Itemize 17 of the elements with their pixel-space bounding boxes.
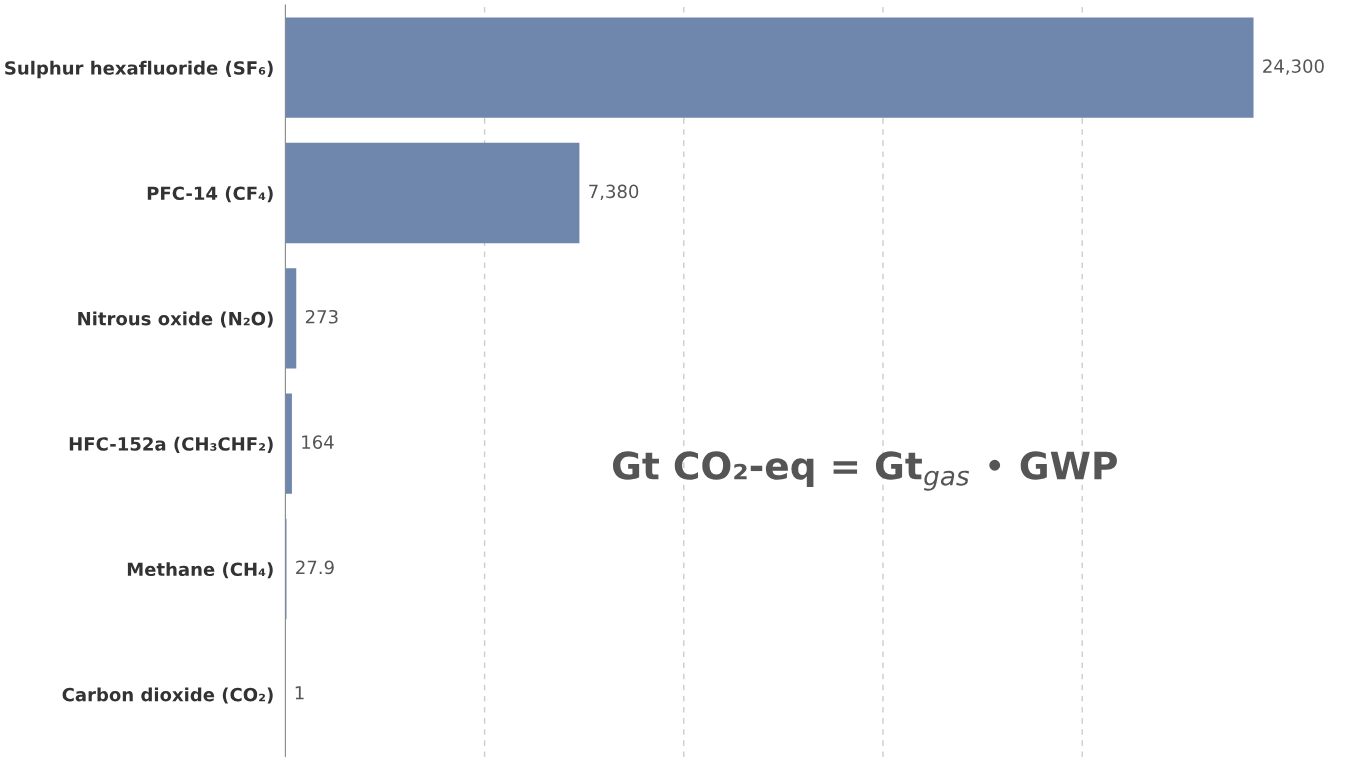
data-label: 164 xyxy=(302,435,334,449)
y-tick-label: Carbon dioxide (CO₂) xyxy=(62,687,273,704)
data-label: 1 xyxy=(295,686,304,700)
y-tick-label: PFC-14 (CF₄) xyxy=(147,186,273,203)
data-label: 7,380 xyxy=(589,184,639,201)
data-label: 24,300 xyxy=(1263,59,1324,75)
bar xyxy=(285,17,1254,118)
data-label: 273 xyxy=(305,309,338,324)
y-tick-label: Methane (CH₄) xyxy=(127,562,273,579)
bar xyxy=(285,268,297,369)
y-tick-label: Nitrous oxide (N₂O) xyxy=(78,311,273,328)
y-tick-label: HFC-152a (CH₃CHF₂) xyxy=(69,436,273,453)
data-label: 27.9 xyxy=(296,560,334,575)
annotation: Gt CO₂-eq = Gt$_{gas}$ • GWP xyxy=(612,451,1117,491)
y-tick-label: Sulphur hexafluoride (SF₆) xyxy=(5,60,273,79)
bar xyxy=(285,393,292,494)
bar xyxy=(285,142,580,244)
